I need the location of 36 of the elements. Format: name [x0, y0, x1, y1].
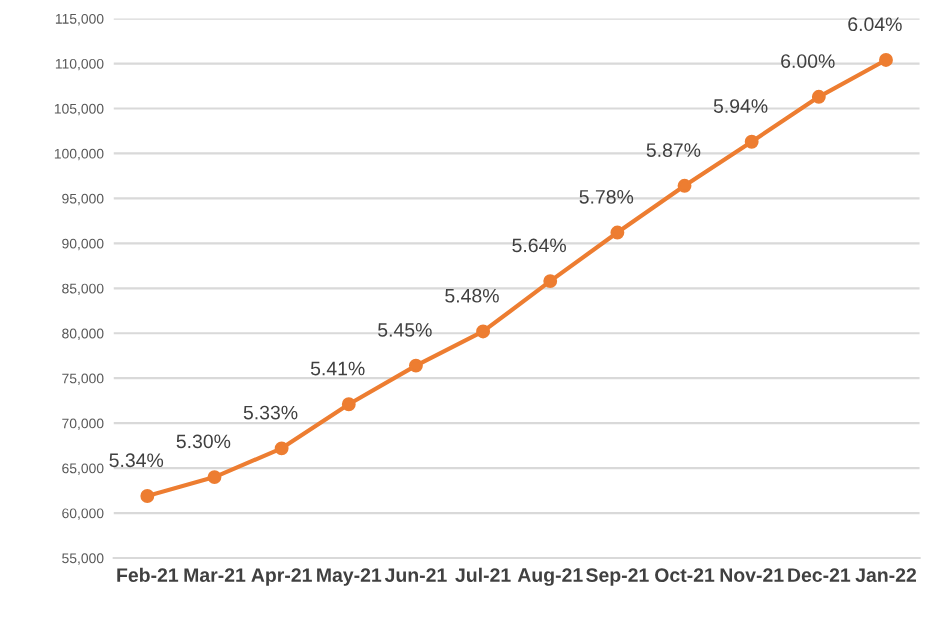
annotation: 5.34%	[109, 453, 164, 468]
point	[408, 358, 423, 373]
x-tick-label: Mar-21	[184, 568, 246, 582]
x-tick-label: Nov-21	[720, 568, 784, 582]
x-tick-label: May-21	[317, 568, 382, 586]
x-tick-label: Apr-21	[251, 568, 312, 586]
annotation: 6.00%	[781, 54, 835, 68]
x-tick-label: Jun-21	[384, 568, 447, 582]
x-tick-label: Jan-22	[855, 568, 917, 582]
annotation: 5.41%	[310, 361, 365, 376]
point	[476, 324, 491, 339]
point	[341, 397, 356, 412]
annotation: 5.33%	[243, 405, 298, 420]
annotation: 5.64%	[512, 238, 566, 253]
point	[543, 274, 558, 289]
x-tick-label: Oct-21	[655, 568, 715, 582]
x-tick-label: Dec-21	[788, 568, 851, 582]
point	[140, 489, 155, 503]
x-tick-label: Aug-21	[517, 568, 583, 586]
x-tick-label: Jul-21	[455, 567, 511, 582]
annotation: 5.87%	[646, 143, 701, 157]
point	[677, 178, 692, 193]
annotation: 5.78%	[579, 189, 634, 204]
annotation: 5.94%	[713, 99, 768, 113]
x-tick-label: Feb-21	[117, 567, 179, 582]
point	[274, 441, 289, 456]
point	[744, 134, 759, 149]
point	[610, 225, 625, 240]
point	[879, 53, 893, 67]
annotation: 5.30%	[176, 434, 231, 449]
annotation: 5.48%	[445, 288, 499, 303]
x-tick-label: Sep-21	[586, 568, 649, 586]
annotation: 6.04%	[848, 17, 902, 32]
point	[207, 470, 222, 485]
annotation: 5.45%	[378, 323, 432, 337]
point	[811, 89, 826, 104]
